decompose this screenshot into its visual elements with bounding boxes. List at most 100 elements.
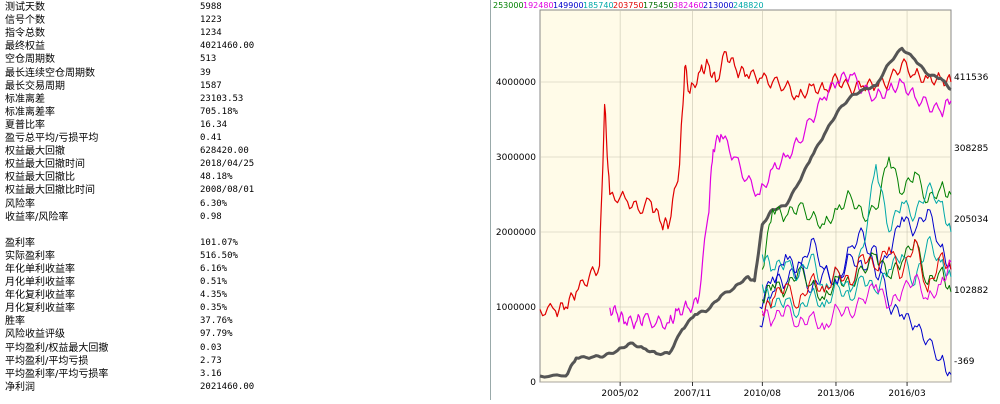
- stat-row: 标准离差率 705.18%: [0, 106, 490, 119]
- legend-value: 185740: [583, 1, 614, 10]
- stat-label: 平均盈利/平均亏损: [5, 355, 89, 367]
- y-tick-label: 3000000: [496, 153, 536, 163]
- stat-value: 0.98: [200, 211, 222, 222]
- stat-row: 收益率/风险率 0.98: [0, 211, 490, 224]
- stat-row: 风险率 6.30%: [0, 198, 490, 211]
- stat-label: 实际盈利率: [5, 250, 55, 262]
- stat-label: 最长交易周期: [5, 80, 65, 92]
- stat-row: 夏普比率 16.34: [0, 119, 490, 132]
- stat-value: 2021460.00: [200, 381, 255, 392]
- stat-value: 1223: [200, 15, 222, 26]
- stat-value: 4.35%: [200, 290, 228, 301]
- stat-value: 5988: [200, 2, 222, 12]
- stat-row: 月化复利收益率 0.35%: [0, 302, 490, 315]
- y2-tick-label: 102882: [954, 286, 988, 296]
- stat-value: 1587: [200, 80, 222, 91]
- series-line: [539, 50, 952, 318]
- stat-value: 97.79%: [200, 329, 233, 340]
- stat-label: 年化单利收益率: [5, 263, 75, 275]
- stat-row: 最长交易周期 1587: [0, 80, 490, 93]
- stat-label: 标准离差率: [5, 106, 55, 118]
- stat-value: 0.35%: [200, 303, 228, 314]
- stat-label: 最长连续空仓周期数: [5, 67, 95, 79]
- legend-value: 253000: [493, 1, 524, 10]
- stat-row: 平均盈利/权益最大回撤 0.03: [0, 342, 490, 355]
- equity-chart: 0 1000000 2000000 3000000 4000000 411536 3082…: [493, 1, 989, 399]
- stat-label: 月化复利收益率: [5, 303, 75, 315]
- stat-value: 0.03: [200, 342, 222, 353]
- equity-chart-panel: 0 1000000 2000000 3000000 4000000 411536 3082…: [491, 0, 1000, 400]
- stat-label: 夏普比率: [5, 119, 45, 131]
- stat-row: 风险收益评级 97.79%: [0, 328, 490, 341]
- stats-panel: 测试天数 5988 信号个数 1223 指令总数 1234 最终权益 4021460.00 空仓…: [0, 0, 491, 400]
- stat-value: 0.41: [200, 133, 222, 143]
- stat-label: 风险率: [5, 198, 35, 210]
- stat-row: 平均盈利率/平均亏损率 3.16: [0, 368, 490, 381]
- legend-value: 175450: [643, 1, 674, 10]
- stat-label: 权益最大回撤: [5, 146, 65, 158]
- stat-value: 37.76%: [200, 316, 233, 327]
- stat-row: 权益最大回撤 628420.00: [0, 145, 490, 158]
- stat-value: 0.51%: [200, 277, 228, 287]
- series-line: [761, 239, 952, 304]
- x-tick-label: 2013/06: [817, 389, 855, 399]
- stat-value: 3.16: [200, 368, 222, 379]
- stat-value: 513: [200, 54, 217, 65]
- stat-label: 测试天数: [5, 2, 45, 13]
- stat-label: 月化单利收益率: [5, 277, 75, 288]
- stat-value: 516.50%: [200, 250, 238, 261]
- stat-row: 盈利率 101.07%: [0, 237, 490, 250]
- stat-value: 48.18%: [200, 172, 233, 183]
- stat-row: 年化复利收益率 4.35%: [0, 289, 490, 302]
- series-line: [761, 239, 952, 317]
- y2-tick-label: -369: [954, 357, 975, 367]
- stat-label: 平均盈利/权益最大回撤: [5, 342, 109, 354]
- legend-value: 213000: [703, 1, 734, 10]
- stat-value: 6.16%: [200, 263, 228, 274]
- stat-value: 6.30%: [200, 198, 228, 209]
- stat-value: 23103.53: [200, 93, 244, 104]
- stat-label: 权益最大回撤比: [5, 172, 75, 184]
- stat-row: 胜率 37.76%: [0, 315, 490, 328]
- x-tick-label: 2010/08: [744, 389, 782, 399]
- legend-value: 203750: [613, 1, 644, 10]
- stat-row: 实际盈利率 516.50%: [0, 250, 490, 263]
- stat-label: 收益率/风险率: [5, 211, 69, 223]
- x-tick-label: 2016/03: [888, 389, 925, 399]
- series-line: [609, 71, 952, 330]
- y-tick-label: 1000000: [496, 303, 536, 313]
- stat-label: 风险收益评级: [5, 329, 65, 341]
- stat-row: 年化单利收益率 6.16%: [0, 263, 490, 276]
- stat-label: 信号个数: [5, 15, 45, 27]
- stat-row: 月化单利收益率 0.51%: [0, 276, 490, 289]
- stat-row: 权益最大回撤时间 2018/04/25: [0, 158, 490, 171]
- stat-row: 测试天数 5988: [0, 1, 490, 14]
- stat-label: 空仓周期数: [5, 54, 55, 66]
- stat-row: 净利润 2021460.00: [0, 381, 490, 394]
- stat-label: 标准离差: [5, 93, 45, 105]
- stat-label: 平均盈利率/平均亏损率: [5, 368, 109, 380]
- y-tick-label: 2000000: [496, 228, 536, 238]
- stat-row: 空仓周期数 513: [0, 53, 490, 66]
- stat-value: 705.18%: [200, 106, 238, 117]
- stat-value: 39: [200, 67, 211, 78]
- y2-tick-label: 308285: [954, 144, 988, 154]
- stat-value: 628420.00: [200, 146, 249, 157]
- series-line: [761, 236, 952, 319]
- legend-value: 248820: [733, 1, 764, 10]
- stat-value: 16.34: [200, 119, 228, 130]
- stat-value: 2.73: [200, 355, 222, 366]
- stat-row: 标准离差 23103.53: [0, 93, 490, 106]
- stat-label: 盈亏总平均/亏损平均: [5, 133, 99, 144]
- stat-label: 指令总数: [5, 28, 45, 40]
- stat-row: 最终权益 4021460.00: [0, 40, 490, 53]
- series-line: [761, 259, 952, 330]
- stat-value: 4021460.00: [200, 41, 255, 52]
- stat-value: 2008/08/01: [200, 185, 255, 196]
- stat-row: 盈亏总平均/亏损平均 0.41: [0, 132, 490, 145]
- y-tick-label: 4000000: [496, 78, 536, 88]
- stat-label: 净利润: [5, 381, 35, 393]
- stat-label: 权益最大回撤比时间: [5, 185, 95, 197]
- stat-label: 盈利率: [5, 237, 35, 249]
